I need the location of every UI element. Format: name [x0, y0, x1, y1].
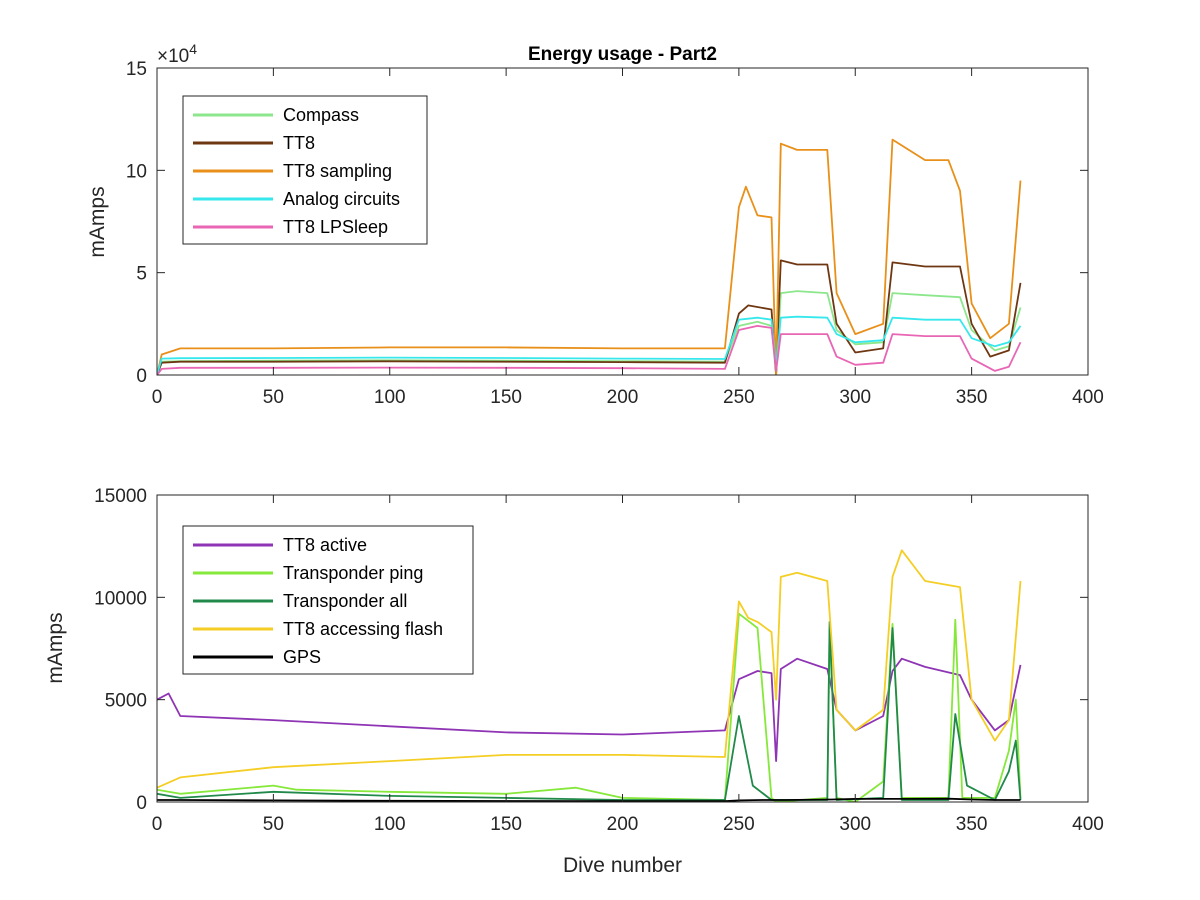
y-exponent-label: ×104: [157, 41, 197, 67]
legend-label: Transponder ping: [283, 563, 423, 583]
x-tick-label: 100: [374, 387, 406, 408]
legend-label: Transponder all: [283, 591, 407, 611]
x-tick-label: 50: [263, 387, 284, 408]
legend: Compass TT8 TT8 sampling Analog circuits TT8…: [182, 95, 428, 245]
y-tick-label: 0: [136, 793, 147, 814]
x-tick-label: 50: [263, 814, 284, 835]
x-tick-label: 0: [152, 387, 163, 408]
x-tick-label: 400: [1072, 814, 1104, 835]
series-line-gps: [157, 797, 1021, 802]
chart-panel-1: 0 50 100 150 200 250 300 350 400 0 5 10 15 ×104 Energy…: [86, 41, 1104, 408]
chart-panel-2: 0 50 100 150 200 250 300 350 400 0 5000 10000 15000 m…: [44, 486, 1104, 877]
legend-label: TT8: [283, 133, 315, 153]
series-group: [157, 138, 1022, 375]
y-tick-label: 10: [126, 161, 147, 182]
legend-label: Analog circuits: [283, 189, 400, 209]
legend-label: GPS: [283, 647, 321, 667]
series-line-tt8-active: [157, 657, 1022, 762]
y-tick-label: 10000: [94, 588, 147, 609]
y-axis-label: mAmps: [86, 186, 109, 257]
y-axis-label: mAmps: [44, 612, 67, 683]
series-group: [157, 549, 1022, 802]
x-tick-label: 350: [956, 387, 988, 408]
x-tick-label: 350: [956, 814, 988, 835]
legend: TT8 active Transponder ping Transponder al…: [182, 525, 474, 675]
legend-label: TT8 active: [283, 535, 367, 555]
x-tick-label: 250: [723, 387, 755, 408]
x-tick-label: 100: [374, 814, 406, 835]
x-tick-label: 0: [152, 814, 163, 835]
series-line-analog-circuits: [157, 315, 1022, 375]
x-tick-label: 300: [839, 814, 871, 835]
legend-label: TT8 LPSleep: [283, 217, 388, 237]
series-line-compass: [157, 290, 1022, 375]
x-tick-label: 200: [607, 387, 639, 408]
x-tick-label: 400: [1072, 387, 1104, 408]
x-axis-label: Dive number: [563, 854, 682, 877]
y-tick-label: 5000: [105, 691, 147, 712]
x-tick-label: 300: [839, 387, 871, 408]
series-line-tt8-sampling: [157, 138, 1022, 375]
series-line-tt8-accessing-flash: [157, 549, 1022, 789]
legend-label: Compass: [283, 105, 359, 125]
x-tick-label: 150: [490, 814, 522, 835]
legend-label: TT8 sampling: [283, 161, 392, 181]
legend-box: [182, 95, 428, 245]
x-tick-label: 200: [607, 814, 639, 835]
y-tick-label: 15: [126, 59, 147, 80]
legend-label: TT8 accessing flash: [283, 619, 443, 639]
series-line-tt8: [157, 259, 1022, 375]
x-tick-label: 150: [490, 387, 522, 408]
y-tick-label: 0: [136, 366, 147, 387]
chart-title: Energy usage - Part2: [528, 44, 717, 65]
x-tick-label: 250: [723, 814, 755, 835]
y-tick-label: 5: [136, 264, 147, 285]
y-tick-label: 15000: [94, 486, 147, 507]
